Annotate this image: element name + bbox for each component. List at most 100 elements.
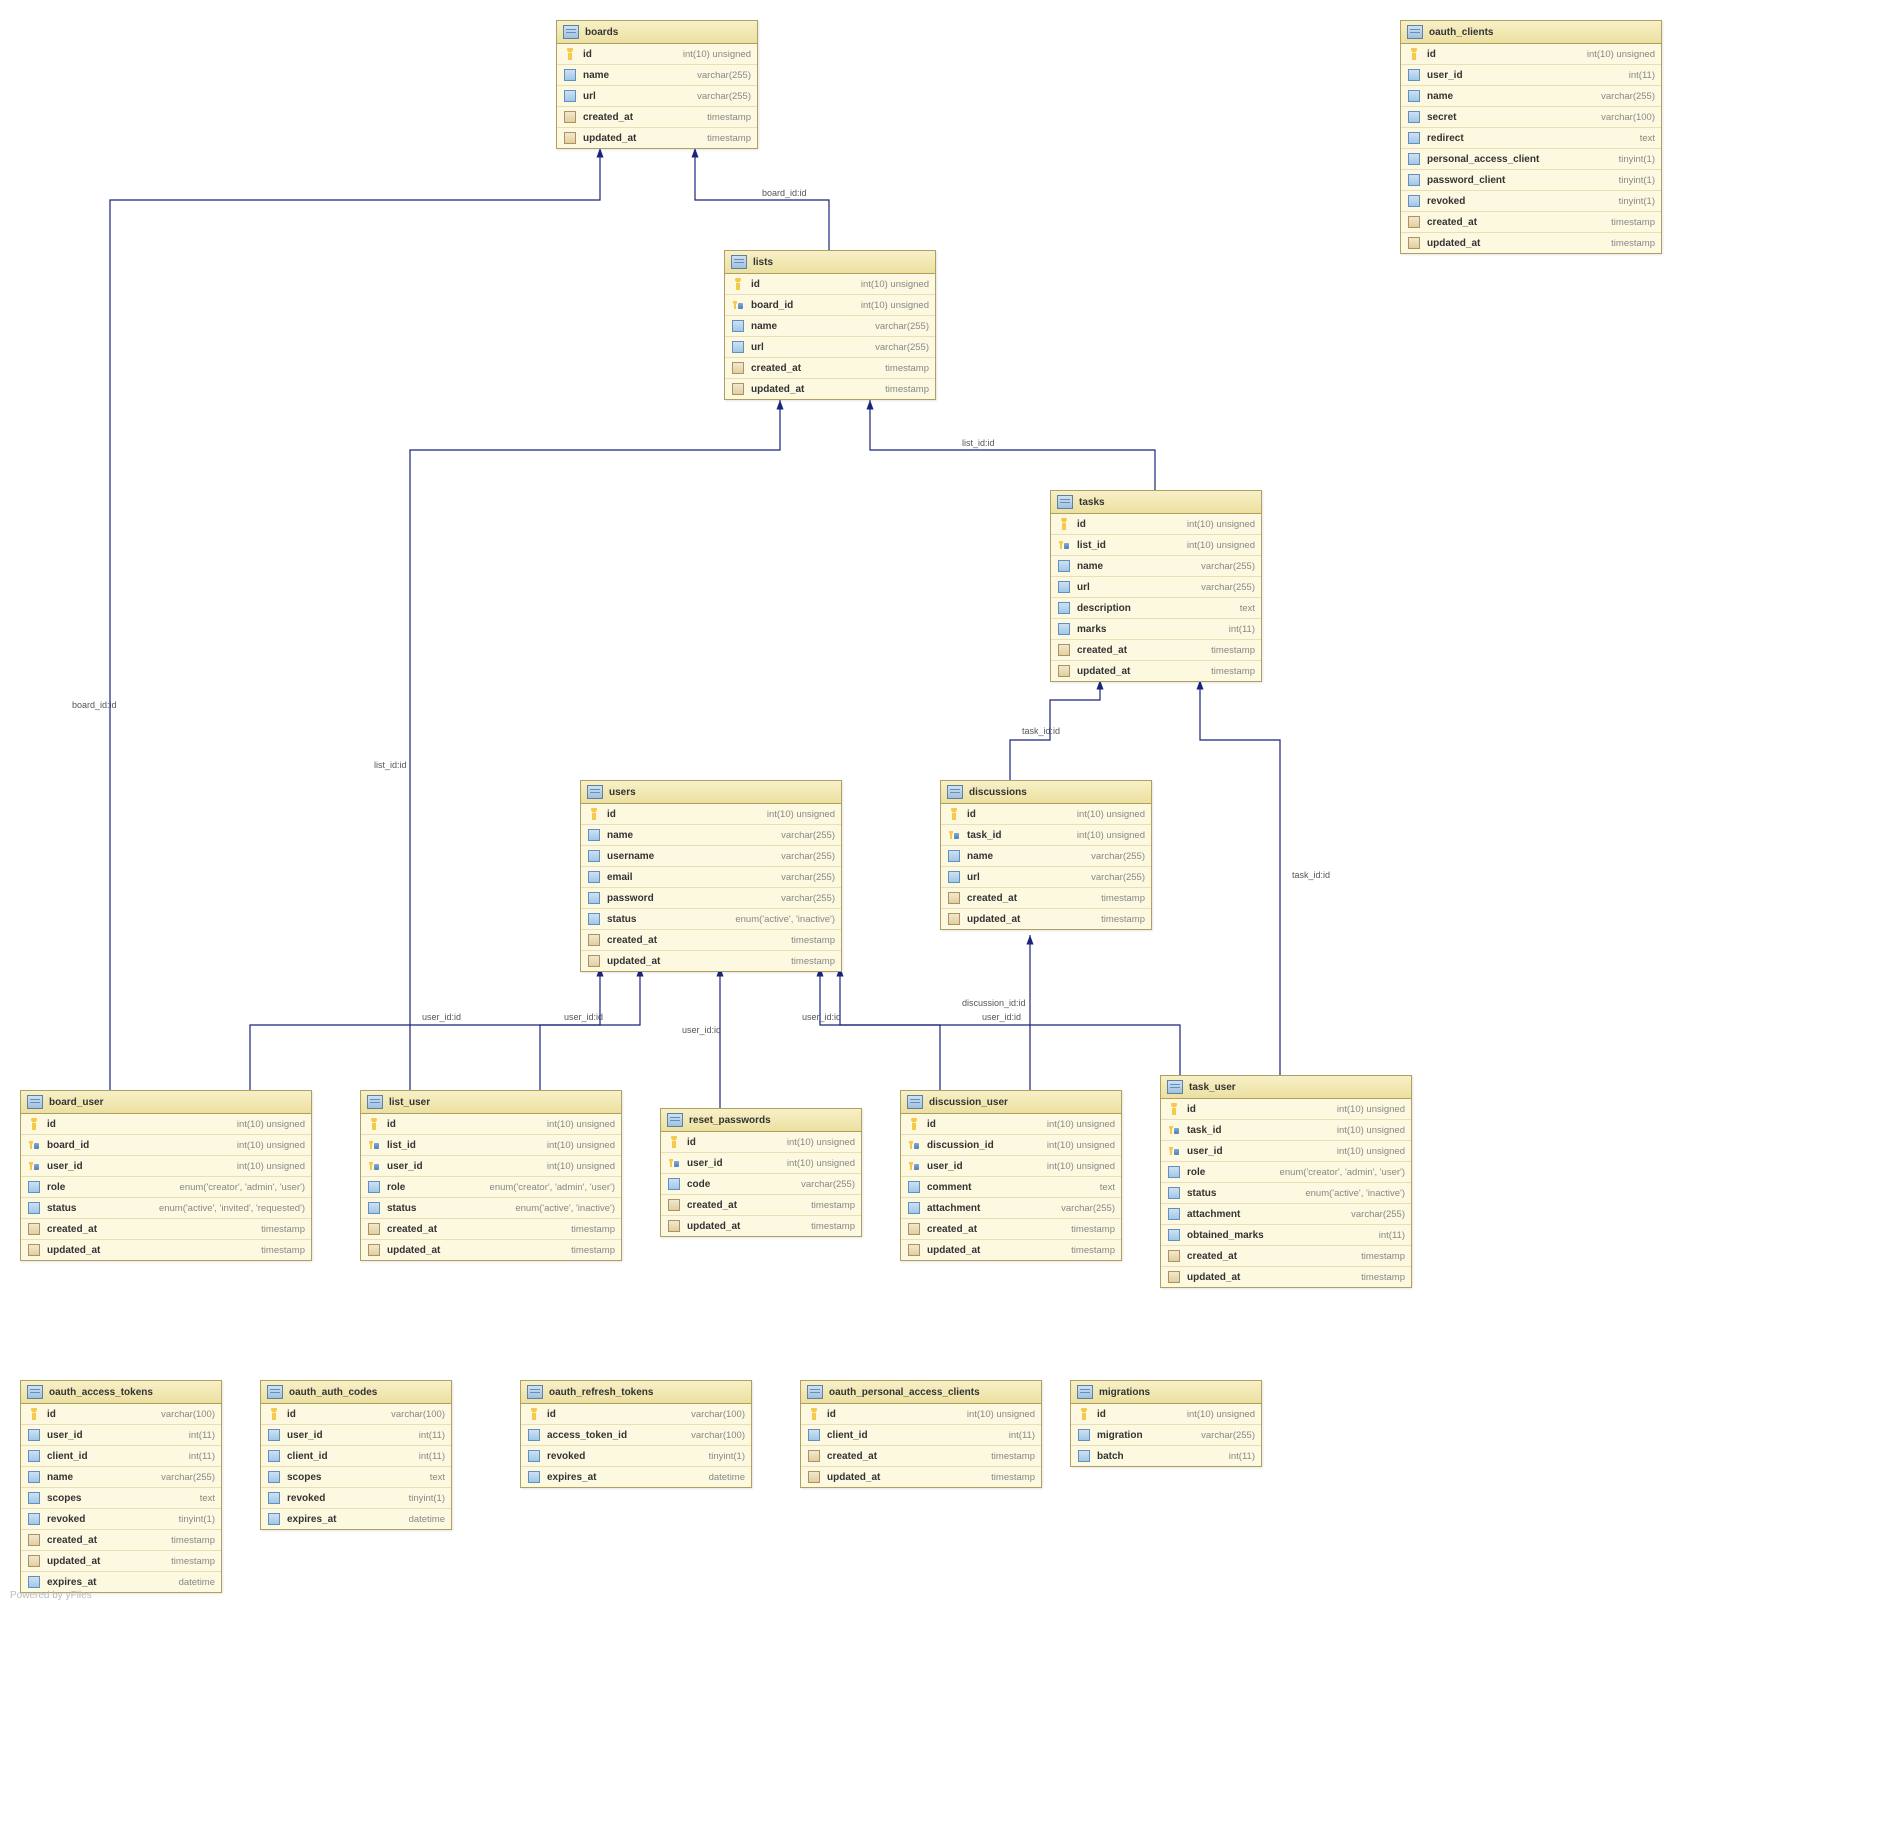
table-header[interactable]: reset_passwords <box>661 1109 861 1132</box>
column-row[interactable]: updated_attimestamp <box>801 1467 1041 1487</box>
column-row[interactable]: idint(10) unsigned <box>801 1404 1041 1425</box>
column-row[interactable]: created_attimestamp <box>661 1195 861 1216</box>
table-header[interactable]: lists <box>725 251 935 274</box>
column-row[interactable]: updated_attimestamp <box>901 1240 1121 1260</box>
column-row[interactable]: created_attimestamp <box>901 1219 1121 1240</box>
table-oauth_access_tokens[interactable]: oauth_access_tokensidvarchar(100)user_id… <box>20 1380 222 1593</box>
column-row[interactable]: statusenum('active', 'inactive') <box>1161 1183 1411 1204</box>
column-row[interactable]: access_token_idvarchar(100) <box>521 1425 751 1446</box>
column-row[interactable]: expires_atdatetime <box>521 1467 751 1487</box>
table-header[interactable]: oauth_access_tokens <box>21 1381 221 1404</box>
column-row[interactable]: created_attimestamp <box>725 358 935 379</box>
column-row[interactable]: scopestext <box>21 1488 221 1509</box>
column-row[interactable]: created_attimestamp <box>21 1219 311 1240</box>
table-header[interactable]: task_user <box>1161 1076 1411 1099</box>
column-row[interactable]: updated_attimestamp <box>1161 1267 1411 1287</box>
column-row[interactable]: user_idint(10) unsigned <box>901 1156 1121 1177</box>
column-row[interactable]: updated_attimestamp <box>1051 661 1261 681</box>
column-row[interactable]: roleenum('creator', 'admin', 'user') <box>21 1177 311 1198</box>
table-header[interactable]: board_user <box>21 1091 311 1114</box>
table-header[interactable]: list_user <box>361 1091 621 1114</box>
column-row[interactable]: emailvarchar(255) <box>581 867 841 888</box>
column-row[interactable]: namevarchar(255) <box>581 825 841 846</box>
table-task_user[interactable]: task_useridint(10) unsignedtask_idint(10… <box>1160 1075 1412 1288</box>
table-users[interactable]: usersidint(10) unsignednamevarchar(255)u… <box>580 780 842 972</box>
column-row[interactable]: idint(10) unsigned <box>1071 1404 1261 1425</box>
column-row[interactable]: namevarchar(255) <box>557 65 757 86</box>
column-row[interactable]: revokedtinyint(1) <box>261 1488 451 1509</box>
table-lists[interactable]: listsidint(10) unsignedboard_idint(10) u… <box>724 250 936 400</box>
table-header[interactable]: oauth_personal_access_clients <box>801 1381 1041 1404</box>
column-row[interactable]: commenttext <box>901 1177 1121 1198</box>
column-row[interactable]: updated_attimestamp <box>661 1216 861 1236</box>
table-header[interactable]: boards <box>557 21 757 44</box>
column-row[interactable]: revokedtinyint(1) <box>1401 191 1661 212</box>
column-row[interactable]: urlvarchar(255) <box>725 337 935 358</box>
column-row[interactable]: expires_atdatetime <box>261 1509 451 1529</box>
column-row[interactable]: revokedtinyint(1) <box>521 1446 751 1467</box>
column-row[interactable]: updated_attimestamp <box>361 1240 621 1260</box>
table-migrations[interactable]: migrationsidint(10) unsignedmigrationvar… <box>1070 1380 1262 1467</box>
column-row[interactable]: roleenum('creator', 'admin', 'user') <box>1161 1162 1411 1183</box>
column-row[interactable]: created_attimestamp <box>581 930 841 951</box>
column-row[interactable]: created_attimestamp <box>21 1530 221 1551</box>
column-row[interactable]: revokedtinyint(1) <box>21 1509 221 1530</box>
column-row[interactable]: list_idint(10) unsigned <box>361 1135 621 1156</box>
column-row[interactable]: passwordvarchar(255) <box>581 888 841 909</box>
column-row[interactable]: urlvarchar(255) <box>941 867 1151 888</box>
column-row[interactable]: roleenum('creator', 'admin', 'user') <box>361 1177 621 1198</box>
table-reset_passwords[interactable]: reset_passwordsidint(10) unsigneduser_id… <box>660 1108 862 1237</box>
column-row[interactable]: idvarchar(100) <box>21 1404 221 1425</box>
column-row[interactable]: personal_access_clienttinyint(1) <box>1401 149 1661 170</box>
column-row[interactable]: redirecttext <box>1401 128 1661 149</box>
table-oauth_refresh_tokens[interactable]: oauth_refresh_tokensidvarchar(100)access… <box>520 1380 752 1488</box>
table-oauth_auth_codes[interactable]: oauth_auth_codesidvarchar(100)user_idint… <box>260 1380 452 1530</box>
column-row[interactable]: created_attimestamp <box>1161 1246 1411 1267</box>
column-row[interactable]: idint(10) unsigned <box>581 804 841 825</box>
column-row[interactable]: attachmentvarchar(255) <box>1161 1204 1411 1225</box>
column-row[interactable]: created_attimestamp <box>361 1219 621 1240</box>
column-row[interactable]: user_idint(11) <box>21 1425 221 1446</box>
table-header[interactable]: oauth_clients <box>1401 21 1661 44</box>
column-row[interactable]: idint(10) unsigned <box>21 1114 311 1135</box>
column-row[interactable]: usernamevarchar(255) <box>581 846 841 867</box>
column-row[interactable]: password_clienttinyint(1) <box>1401 170 1661 191</box>
column-row[interactable]: user_idint(10) unsigned <box>361 1156 621 1177</box>
column-row[interactable]: idint(10) unsigned <box>361 1114 621 1135</box>
column-row[interactable]: updated_attimestamp <box>941 909 1151 929</box>
column-row[interactable]: namevarchar(255) <box>21 1467 221 1488</box>
column-row[interactable]: idint(10) unsigned <box>1161 1099 1411 1120</box>
column-row[interactable]: created_attimestamp <box>941 888 1151 909</box>
column-row[interactable]: board_idint(10) unsigned <box>21 1135 311 1156</box>
column-row[interactable]: created_attimestamp <box>1401 212 1661 233</box>
column-row[interactable]: created_attimestamp <box>557 107 757 128</box>
column-row[interactable]: obtained_marksint(11) <box>1161 1225 1411 1246</box>
column-row[interactable]: created_attimestamp <box>801 1446 1041 1467</box>
table-list_user[interactable]: list_useridint(10) unsignedlist_idint(10… <box>360 1090 622 1261</box>
column-row[interactable]: updated_attimestamp <box>21 1240 311 1260</box>
column-row[interactable]: namevarchar(255) <box>1401 86 1661 107</box>
column-row[interactable]: user_idint(11) <box>261 1425 451 1446</box>
column-row[interactable]: user_idint(10) unsigned <box>1161 1141 1411 1162</box>
column-row[interactable]: migrationvarchar(255) <box>1071 1425 1261 1446</box>
column-row[interactable]: scopestext <box>261 1467 451 1488</box>
column-row[interactable]: client_idint(11) <box>801 1425 1041 1446</box>
column-row[interactable]: idint(10) unsigned <box>661 1132 861 1153</box>
column-row[interactable]: expires_atdatetime <box>21 1572 221 1592</box>
table-header[interactable]: migrations <box>1071 1381 1261 1404</box>
column-row[interactable]: namevarchar(255) <box>1051 556 1261 577</box>
column-row[interactable]: updated_attimestamp <box>21 1551 221 1572</box>
column-row[interactable]: idint(10) unsigned <box>1401 44 1661 65</box>
column-row[interactable]: updated_attimestamp <box>557 128 757 148</box>
column-row[interactable]: list_idint(10) unsigned <box>1051 535 1261 556</box>
table-oauth_clients[interactable]: oauth_clientsidint(10) unsigneduser_idin… <box>1400 20 1662 254</box>
column-row[interactable]: updated_attimestamp <box>581 951 841 971</box>
column-row[interactable]: idint(10) unsigned <box>1051 514 1261 535</box>
column-row[interactable]: discussion_idint(10) unsigned <box>901 1135 1121 1156</box>
column-row[interactable]: batchint(11) <box>1071 1446 1261 1466</box>
table-header[interactable]: discussions <box>941 781 1151 804</box>
column-row[interactable]: idint(10) unsigned <box>901 1114 1121 1135</box>
column-row[interactable]: idvarchar(100) <box>521 1404 751 1425</box>
column-row[interactable]: descriptiontext <box>1051 598 1261 619</box>
column-row[interactable]: created_attimestamp <box>1051 640 1261 661</box>
